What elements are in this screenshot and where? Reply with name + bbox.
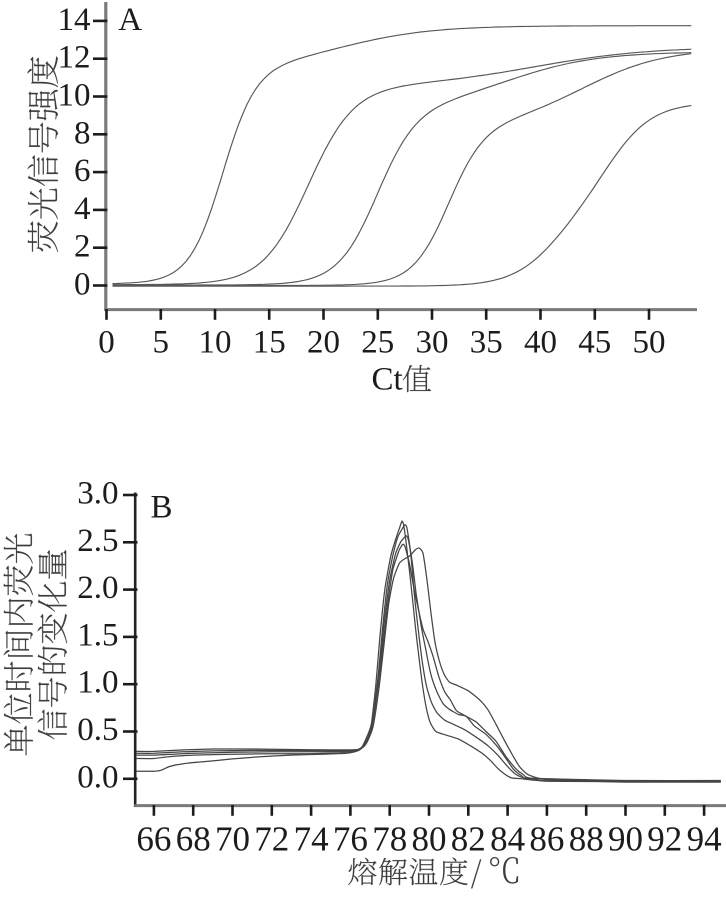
svg-text:0.5: 0.5: [77, 712, 118, 748]
svg-text:78: 78: [372, 820, 407, 859]
svg-text:74: 74: [294, 820, 329, 859]
svg-text:92: 92: [647, 820, 682, 859]
svg-text:20: 20: [307, 325, 340, 361]
svg-text:66: 66: [136, 820, 171, 859]
svg-text:A: A: [118, 2, 142, 38]
svg-text:2.5: 2.5: [77, 523, 118, 559]
svg-text:70: 70: [215, 820, 250, 859]
svg-text:40: 40: [524, 325, 557, 361]
svg-text:0: 0: [74, 267, 91, 303]
svg-text:10: 10: [199, 325, 232, 361]
svg-text:94: 94: [687, 820, 722, 859]
svg-text:3.0: 3.0: [77, 476, 118, 512]
svg-text:5: 5: [153, 325, 170, 361]
svg-text:0: 0: [98, 325, 115, 361]
svg-text:72: 72: [254, 820, 289, 859]
svg-text:86: 86: [529, 820, 564, 859]
svg-text:84: 84: [490, 820, 525, 859]
svg-text:15: 15: [253, 325, 286, 361]
svg-text:10: 10: [58, 78, 91, 114]
svg-text:4: 4: [74, 191, 91, 227]
svg-text:68: 68: [176, 820, 211, 859]
svg-text:2: 2: [74, 229, 91, 265]
svg-text:1.0: 1.0: [77, 665, 118, 701]
svg-text:45: 45: [578, 325, 611, 361]
svg-text:12: 12: [58, 40, 91, 76]
svg-text:90: 90: [608, 820, 643, 859]
svg-text:6: 6: [74, 153, 91, 189]
svg-text:B: B: [151, 490, 173, 526]
svg-text:1.5: 1.5: [77, 617, 118, 653]
svg-text:Ct: Ct: [372, 362, 403, 398]
svg-text:88: 88: [569, 820, 604, 859]
svg-text:8: 8: [74, 115, 91, 151]
svg-text:0.0: 0.0: [77, 759, 118, 795]
svg-text:80: 80: [412, 820, 447, 859]
svg-text:25: 25: [361, 325, 394, 361]
svg-text:30: 30: [416, 325, 449, 361]
svg-text:76: 76: [333, 820, 368, 859]
svg-text:14: 14: [58, 2, 91, 38]
svg-text:35: 35: [470, 325, 503, 361]
svg-text:82: 82: [451, 820, 486, 859]
svg-text:2.0: 2.0: [77, 570, 118, 606]
svg-text:50: 50: [633, 325, 666, 361]
